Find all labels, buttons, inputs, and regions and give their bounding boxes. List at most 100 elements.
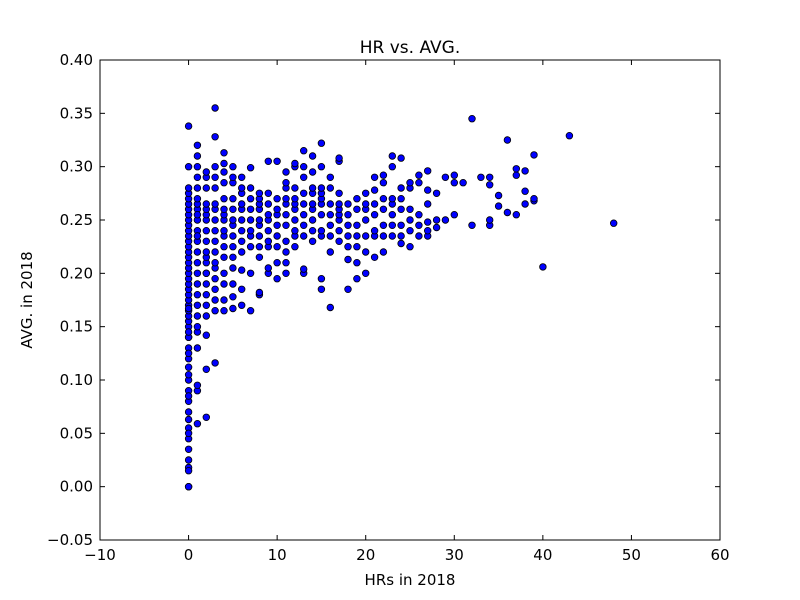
data-point — [353, 221, 361, 229]
data-point — [211, 162, 219, 171]
data-point — [308, 237, 317, 245]
data-point — [344, 210, 352, 219]
data-point — [184, 162, 193, 171]
data-point — [335, 200, 343, 208]
data-point — [273, 221, 281, 229]
data-point — [229, 194, 237, 203]
data-point — [220, 168, 228, 176]
data-point — [370, 226, 379, 235]
data-point — [388, 162, 396, 171]
data-point — [237, 184, 246, 192]
data-point — [211, 226, 219, 235]
y-tick-label: 0.00 — [60, 478, 93, 496]
data-point — [291, 226, 299, 235]
data-point — [273, 205, 281, 213]
data-point — [450, 171, 458, 179]
data-point — [406, 178, 414, 187]
data-point — [521, 200, 529, 208]
data-point — [211, 285, 219, 293]
data-point — [202, 237, 210, 245]
data-point — [202, 226, 210, 235]
data-point — [273, 157, 281, 165]
data-point — [202, 413, 210, 421]
data-point — [193, 184, 202, 192]
data-point — [468, 221, 476, 229]
data-point — [503, 136, 512, 144]
data-point — [406, 216, 414, 224]
data-point — [211, 259, 219, 267]
data-point — [317, 285, 326, 293]
data-point — [415, 232, 423, 240]
data-point — [229, 264, 237, 272]
x-tick-label: 20 — [356, 546, 375, 564]
data-point — [264, 200, 272, 208]
data-point — [211, 200, 219, 208]
data-point — [264, 210, 272, 219]
data-point — [211, 248, 219, 256]
data-point — [220, 296, 228, 304]
data-point — [184, 184, 193, 192]
data-point — [521, 187, 529, 195]
data-point — [202, 280, 210, 288]
data-point — [237, 266, 246, 274]
data-point — [264, 237, 272, 245]
data-point — [184, 304, 193, 313]
y-tick-label: 0.20 — [60, 264, 93, 282]
data-point — [246, 194, 255, 203]
data-point — [344, 200, 352, 208]
data-point — [282, 210, 290, 219]
data-point — [300, 162, 308, 171]
data-point — [220, 269, 228, 277]
data-point — [353, 205, 361, 213]
data-point — [220, 307, 228, 315]
data-point — [370, 210, 379, 219]
data-point — [220, 194, 228, 203]
data-point — [193, 344, 202, 352]
data-point — [193, 173, 202, 181]
data-point — [335, 189, 343, 197]
data-point — [193, 312, 202, 320]
data-point — [397, 154, 405, 162]
data-point — [184, 483, 193, 491]
data-point — [424, 186, 432, 194]
data-point — [246, 269, 255, 277]
data-point — [379, 232, 388, 240]
data-point — [193, 248, 202, 256]
data-point — [291, 184, 299, 192]
data-point — [193, 301, 202, 309]
data-point — [255, 253, 264, 261]
data-point — [388, 210, 396, 219]
data-point — [229, 293, 237, 301]
data-point — [193, 259, 202, 267]
data-point — [326, 248, 334, 256]
data-point — [344, 232, 352, 240]
data-point — [326, 303, 334, 312]
data-point — [326, 184, 334, 192]
data-point — [397, 239, 405, 248]
data-point — [229, 173, 237, 181]
data-point — [202, 291, 210, 299]
data-point — [193, 162, 202, 171]
data-point — [530, 194, 538, 203]
data-point — [397, 221, 405, 229]
data-point — [184, 122, 193, 130]
data-point — [184, 415, 193, 424]
data-point — [229, 242, 237, 251]
data-point — [370, 253, 379, 261]
data-point — [211, 133, 219, 141]
data-point — [432, 189, 441, 197]
data-point — [335, 237, 343, 245]
data-point — [184, 328, 193, 336]
data-point — [300, 173, 308, 181]
x-tick-label: 0 — [184, 546, 194, 564]
data-point — [326, 232, 334, 240]
data-point — [300, 232, 308, 240]
data-point — [326, 200, 334, 208]
data-point — [193, 232, 202, 240]
data-point — [246, 205, 255, 213]
y-tick-label: 0.05 — [60, 424, 93, 442]
data-point — [193, 381, 202, 389]
data-point — [300, 200, 308, 208]
data-point — [388, 232, 396, 240]
data-point — [424, 226, 432, 235]
